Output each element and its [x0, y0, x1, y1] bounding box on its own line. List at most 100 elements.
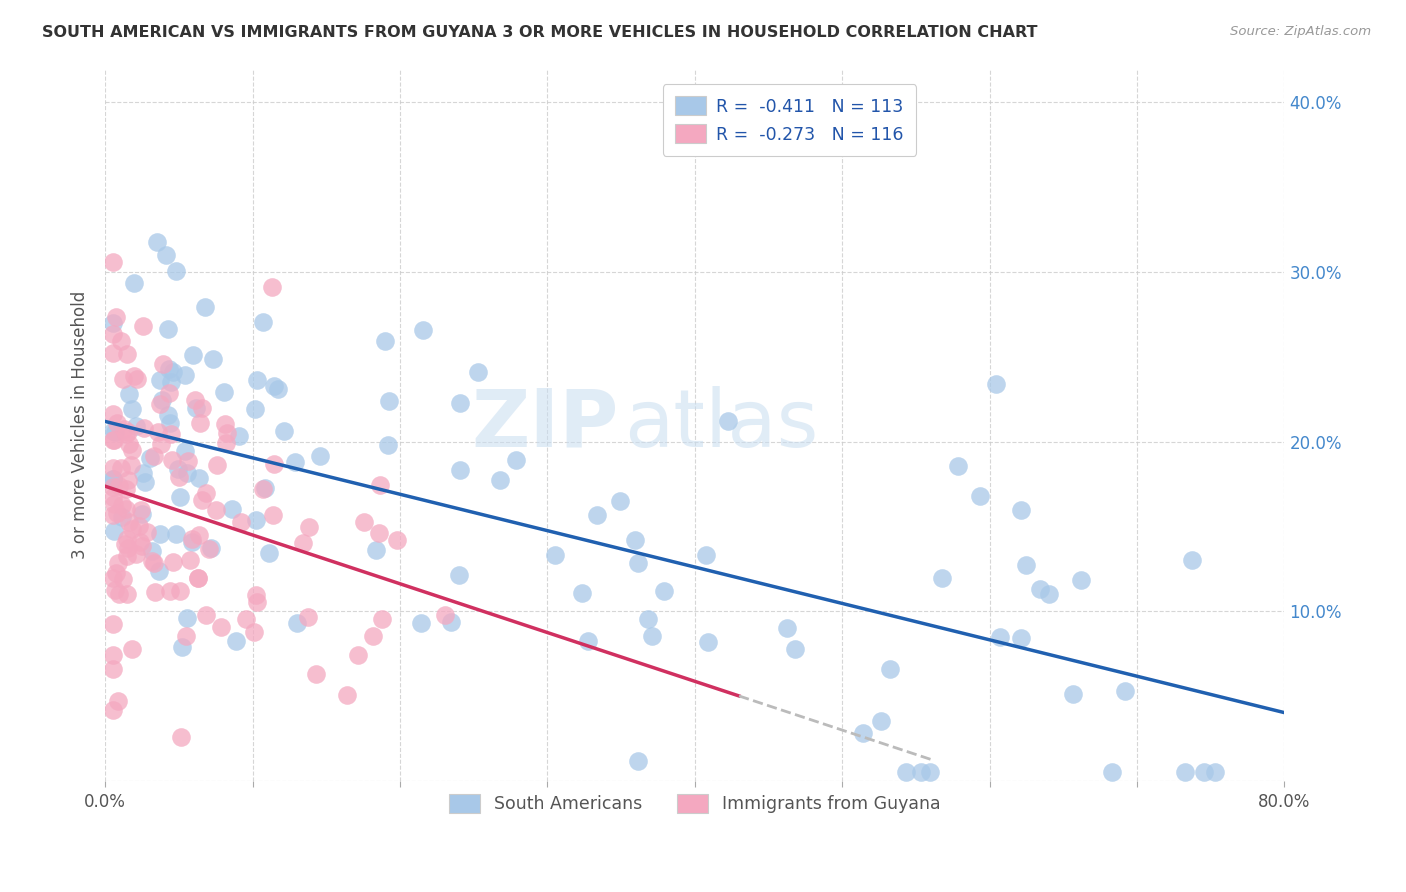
Point	[364, 543, 387, 558]
Text: SOUTH AMERICAN VS IMMIGRANTS FROM GUYANA 3 OR MORE VEHICLES IN HOUSEHOLD CORRELA: SOUTH AMERICAN VS IMMIGRANTS FROM GUYANA…	[42, 25, 1038, 40]
Point	[143, 450, 166, 464]
Point	[1062, 687, 1084, 701]
Point	[101, 460, 124, 475]
Point	[263, 457, 285, 471]
Point	[149, 373, 172, 387]
Point	[160, 427, 183, 442]
Point	[467, 365, 489, 379]
Point	[412, 323, 434, 337]
Point	[125, 419, 148, 434]
Point	[609, 494, 631, 508]
Point	[131, 507, 153, 521]
Point	[170, 640, 193, 654]
Point	[103, 497, 125, 511]
Point	[179, 553, 201, 567]
Point	[910, 765, 932, 780]
Point	[115, 587, 138, 601]
Point	[214, 417, 236, 431]
Point	[1010, 632, 1032, 646]
Point	[110, 334, 132, 348]
Point	[111, 509, 134, 524]
Point	[141, 554, 163, 568]
Point	[132, 467, 155, 481]
Point	[149, 397, 172, 411]
Point	[273, 425, 295, 439]
Point	[101, 346, 124, 360]
Point	[409, 616, 432, 631]
Point	[253, 481, 276, 495]
Point	[207, 458, 229, 472]
Point	[217, 426, 239, 441]
Point	[131, 540, 153, 554]
Point	[292, 536, 315, 550]
Point	[221, 502, 243, 516]
Point	[576, 634, 599, 648]
Point	[103, 316, 125, 330]
Point	[115, 427, 138, 442]
Point	[165, 526, 187, 541]
Point	[336, 688, 359, 702]
Point	[115, 501, 138, 516]
Text: atlas: atlas	[624, 385, 818, 464]
Point	[115, 347, 138, 361]
Point	[125, 372, 148, 386]
Point	[121, 523, 143, 537]
Point	[157, 408, 180, 422]
Point	[114, 537, 136, 551]
Point	[263, 379, 285, 393]
Point	[209, 620, 232, 634]
Point	[870, 714, 893, 729]
Point	[103, 524, 125, 538]
Point	[374, 334, 396, 349]
Point	[852, 726, 875, 740]
Point	[367, 526, 389, 541]
Point	[103, 473, 125, 487]
Point	[159, 375, 181, 389]
Point	[652, 583, 675, 598]
Point	[697, 634, 720, 648]
Point	[187, 571, 209, 585]
Point	[107, 694, 129, 708]
Point	[695, 548, 717, 562]
Point	[242, 624, 264, 639]
Point	[1029, 582, 1052, 596]
Point	[200, 541, 222, 555]
Point	[377, 394, 399, 409]
Point	[115, 549, 138, 563]
Point	[162, 555, 184, 569]
Point	[129, 502, 152, 516]
Point	[1181, 553, 1204, 567]
Text: Source: ZipAtlas.com: Source: ZipAtlas.com	[1230, 25, 1371, 38]
Point	[571, 586, 593, 600]
Point	[370, 477, 392, 491]
Point	[162, 366, 184, 380]
Point	[159, 416, 181, 430]
Point	[162, 452, 184, 467]
Point	[121, 402, 143, 417]
Point	[918, 765, 941, 780]
Point	[121, 642, 143, 657]
Point	[105, 506, 128, 520]
Point	[544, 548, 567, 562]
Point	[988, 630, 1011, 644]
Point	[361, 630, 384, 644]
Point	[228, 429, 250, 443]
Point	[149, 527, 172, 541]
Point	[353, 515, 375, 529]
Point	[157, 385, 180, 400]
Point	[946, 458, 969, 473]
Point	[101, 491, 124, 505]
Point	[104, 310, 127, 324]
Point	[235, 612, 257, 626]
Point	[1204, 765, 1226, 780]
Point	[184, 393, 207, 408]
Point	[641, 630, 664, 644]
Point	[377, 438, 399, 452]
Point	[121, 442, 143, 457]
Point	[150, 392, 173, 407]
Point	[243, 401, 266, 416]
Point	[103, 433, 125, 447]
Point	[931, 571, 953, 585]
Point	[112, 422, 135, 436]
Point	[101, 662, 124, 676]
